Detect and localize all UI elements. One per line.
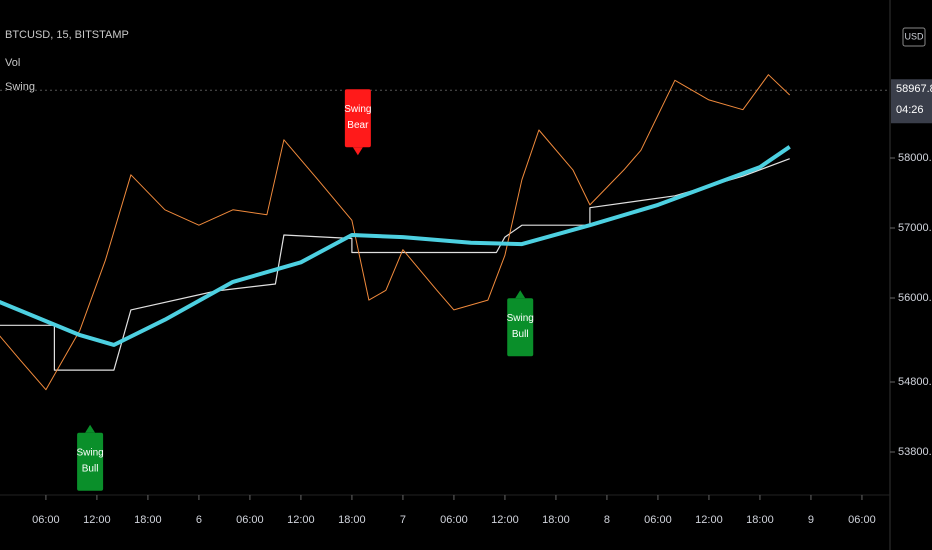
last-price-box [891,79,932,124]
legend-item: BTCUSD, 15, BITSTAMP [5,29,129,41]
x-tick-label: 8 [604,514,610,526]
x-tick-label: 18:00 [746,514,774,526]
currency-box [902,27,926,47]
series-line [0,74,791,391]
x-tick-label: 06:00 [236,514,264,526]
annotation-text: Swing [344,104,371,115]
last-price-label: 58967.84 [896,83,932,95]
swing-annotation: Swing Bull [76,424,104,491]
x-tick-label: 06:00 [440,514,468,526]
countdown: 04:26 [896,104,924,116]
x-tick-label: 6 [196,514,202,526]
annotation-text: Swing [507,313,534,324]
swing-annotation: Swing Bull [507,290,534,357]
series-line [0,158,790,371]
y-tick-label: 56000.00 [898,292,932,304]
x-tick-label: 18:00 [134,514,162,526]
annotation-pointer [515,290,526,299]
annotation-box [77,432,104,491]
x-tick-label: 06:00 [32,514,60,526]
annotation-text: Swing [76,447,103,458]
y-tick-label: 54800.00 [898,376,932,388]
annotation-box [507,298,534,357]
x-tick-label: 12:00 [287,514,315,526]
annotation-box [344,89,371,148]
y-tick-label: 53800.00 [898,446,932,458]
y-tick-label: 58000.00 [898,152,932,164]
annotation-text: Bull [512,329,529,340]
annotation-text: Bull [82,463,99,474]
annotation-text: Bear [347,120,369,131]
x-tick-label: 9 [808,514,814,526]
y-tick-label: 57000.00 [898,222,932,234]
x-tick-label: 12:00 [83,514,111,526]
legend-item: Swing [5,81,35,93]
currency: USD [904,31,924,41]
annotation-pointer [352,147,363,156]
x-tick-label: 06:00 [644,514,672,526]
x-tick-label: 12:00 [491,514,519,526]
x-tick-label: 06:00 [848,514,876,526]
annotation-pointer [85,424,96,433]
legend-item: Vol [5,57,20,69]
x-tick-label: 18:00 [542,514,570,526]
series-line [0,145,791,347]
swing-annotation: Swing Bear [344,89,371,156]
x-tick-label: 12:00 [695,514,723,526]
x-tick-label: 7 [400,514,406,526]
x-tick-label: 18:00 [338,514,366,526]
